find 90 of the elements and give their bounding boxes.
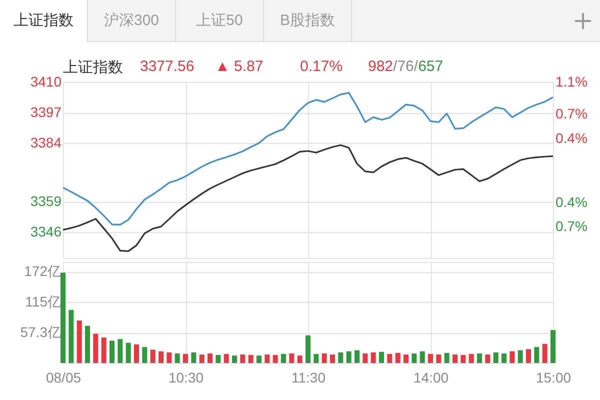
bar	[322, 353, 327, 363]
bar	[191, 352, 196, 363]
y-tick-label: 3346	[30, 224, 62, 240]
bar	[534, 347, 540, 363]
y2-tick-label: 0.7%	[556, 218, 588, 234]
bar	[460, 355, 466, 363]
bar	[264, 354, 270, 363]
bar	[118, 339, 123, 363]
line-series	[63, 92, 553, 226]
text: 3377.56	[140, 58, 196, 77]
bar	[314, 354, 319, 363]
bar	[436, 354, 442, 363]
text: 上证指数	[0, 0, 88, 42]
bar	[379, 352, 384, 363]
y-tick-label: 115亿	[25, 293, 62, 310]
text: 上证50	[176, 0, 264, 42]
bar	[232, 356, 237, 363]
y2-tick-label: 0.7%	[556, 106, 588, 122]
bar	[183, 354, 188, 363]
bar	[216, 355, 221, 363]
bar	[542, 344, 548, 363]
bar	[428, 354, 433, 363]
text: 982/76/657	[368, 58, 444, 75]
bar	[338, 352, 344, 363]
y2-tick-label: 1.1%	[556, 74, 588, 90]
x-tick-label: 11:30	[292, 370, 326, 386]
text: 沪深300	[88, 0, 176, 42]
bar	[420, 351, 425, 363]
bar	[208, 353, 212, 363]
bar	[85, 326, 90, 363]
bar	[101, 337, 106, 363]
x-tick-label: 10:30	[168, 370, 204, 386]
bar	[166, 352, 172, 363]
bar	[306, 335, 310, 363]
bar	[240, 354, 246, 363]
x-tick-label: 14:00	[413, 370, 449, 386]
text: 上证指数	[63, 58, 124, 78]
bar	[518, 350, 523, 363]
x-tick-label: 08/05	[46, 370, 82, 386]
bar	[134, 344, 139, 363]
bar	[395, 352, 400, 363]
bar	[502, 353, 506, 363]
bar	[281, 354, 286, 363]
bar	[510, 351, 515, 363]
bar	[68, 310, 74, 363]
y-tick-label: 3397	[30, 104, 62, 120]
y2-tick-label: 0.4%	[556, 194, 588, 210]
text: ▲ 5.87	[215, 58, 264, 77]
bar	[387, 354, 392, 363]
text: B股指数	[264, 0, 352, 42]
bar	[354, 350, 360, 363]
bar	[142, 347, 148, 363]
bar	[493, 352, 498, 363]
bar	[110, 340, 114, 363]
bar	[346, 351, 352, 363]
bar	[444, 352, 450, 363]
bar	[404, 354, 408, 363]
bar	[272, 355, 278, 363]
bar	[289, 353, 294, 363]
bar	[362, 353, 368, 363]
text: 0.17%	[300, 58, 344, 77]
bar	[60, 272, 66, 363]
bar	[158, 351, 164, 363]
bar	[330, 354, 335, 363]
bar	[248, 355, 254, 363]
y-tick-label: 57.3亿	[20, 324, 62, 340]
y-tick-label: 3410	[30, 74, 62, 90]
line-series	[63, 144, 553, 252]
bar	[93, 334, 98, 363]
bar	[126, 342, 131, 363]
bar	[76, 320, 82, 363]
bar	[256, 356, 262, 363]
y-tick-label: 3359	[30, 193, 62, 210]
bar	[477, 353, 482, 363]
y-tick-label: 172亿	[24, 263, 62, 280]
bar	[224, 354, 229, 363]
bar	[550, 330, 556, 363]
bar	[199, 354, 204, 363]
x-tick-label: 15:00	[536, 370, 572, 386]
bar	[452, 354, 458, 363]
bar	[370, 352, 376, 363]
y2-tick-label: 0.4%	[556, 130, 588, 146]
bar	[150, 350, 156, 363]
bar	[297, 356, 302, 363]
bar	[174, 353, 180, 363]
bar	[468, 354, 474, 363]
bar	[412, 353, 417, 363]
y-tick-label: 3384	[30, 134, 62, 151]
bar	[485, 354, 490, 363]
bar	[526, 349, 531, 363]
